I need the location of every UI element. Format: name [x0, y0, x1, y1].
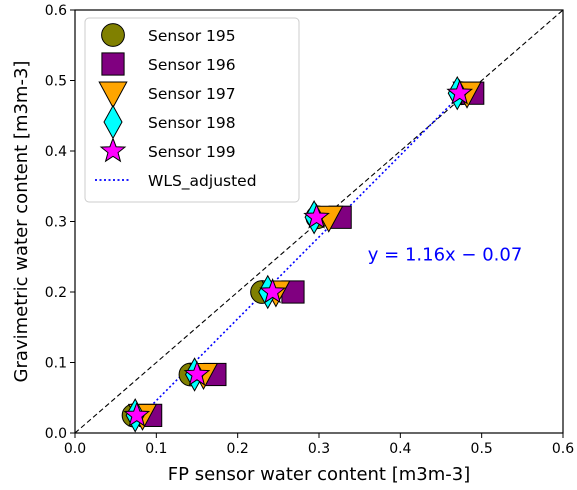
legend: Sensor 195 Sensor 196 Sensor 197 Sensor 198… [84, 17, 300, 203]
data-point-sensor-199-2 [259, 277, 286, 304]
x-tick-label: 0.5 [471, 441, 493, 457]
x-tick-label: 0.3 [308, 441, 330, 457]
y-tick-label: 0.2 [45, 285, 67, 301]
x-tick-label: 0.6 [552, 441, 574, 457]
legend-marker-sensor-199 [99, 136, 127, 163]
y-tick-label: 0.0 [45, 426, 67, 442]
legend-box [84, 17, 300, 203]
y-axis-label: Gravimetric water content [m3m-3] [11, 61, 32, 383]
x-axis-label: FP sensor water content [m3m-3] [168, 464, 470, 485]
data-point-sensor-199-1 [183, 360, 211, 386]
legend-label-sensor-196: Sensor 196 [148, 56, 236, 74]
y-tick-label: 0.1 [45, 356, 67, 372]
x-tick-label: 0.0 [64, 441, 86, 457]
y-tick-label: 0.5 [45, 74, 67, 90]
plot-content [75, 10, 563, 433]
x-tick-label: 0.2 [227, 441, 249, 457]
data-point-sensor-199-0 [123, 401, 151, 427]
y-tick-label: 0.3 [45, 215, 67, 231]
x-tick-label: 0.4 [389, 441, 411, 457]
legend-marker-sensor-196 [101, 52, 125, 76]
legend-marker-sensor-195 [101, 23, 125, 47]
legend-label-sensor-199: Sensor 199 [148, 143, 236, 161]
legend-label-sensor-198: Sensor 198 [148, 114, 236, 132]
data-point-sensor-199-3 [303, 203, 330, 229]
legend-label-sensor-197: Sensor 197 [148, 85, 236, 103]
y-tick-label: 0.4 [45, 144, 67, 160]
fit-equation-annotation: y = 1.16x − 0.07 [368, 245, 523, 266]
legend-label-sensor-195: Sensor 195 [148, 27, 236, 45]
y-tick-label: 0.6 [45, 3, 67, 19]
data-point-sensor-199-4 [446, 79, 474, 105]
legend-label-wls-adjusted: WLS_adjusted [148, 172, 257, 191]
x-tick-label: 0.1 [145, 441, 167, 457]
legend-marker-sensor-197 [98, 81, 128, 109]
axis-ticks: 0.0 0.1 0.2 0.3 0.4 0.5 0.6 0.0 0.1 0.2 0.3 0.4 0.5 0… [45, 3, 574, 457]
